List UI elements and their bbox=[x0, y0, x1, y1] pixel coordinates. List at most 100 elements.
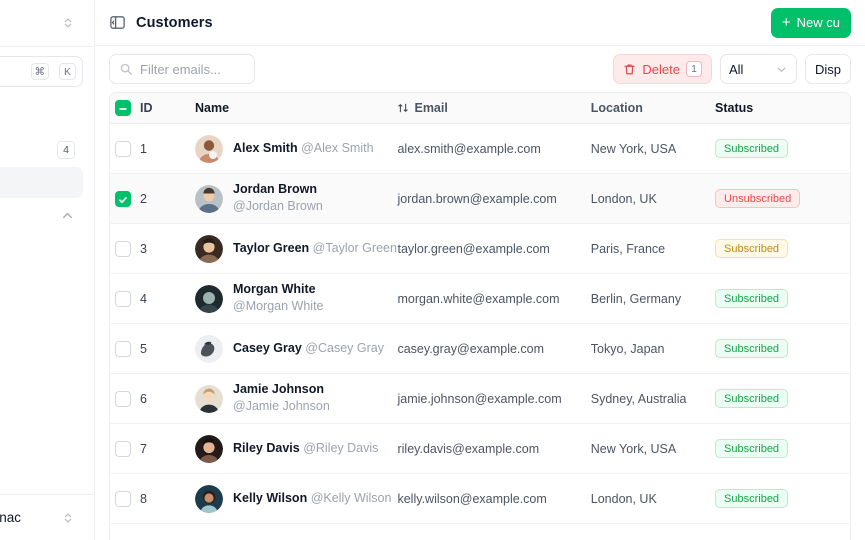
cell-location: Berlin, Germany bbox=[590, 291, 682, 306]
cell-location: New York, USA bbox=[590, 141, 677, 156]
table-row-partial[interactable] bbox=[109, 524, 851, 540]
panel-left-icon[interactable] bbox=[109, 14, 126, 31]
column-header-id[interactable]: ID bbox=[140, 101, 153, 115]
column-header-status[interactable]: Status bbox=[715, 101, 754, 115]
sidebar-spacer bbox=[0, 349, 83, 426]
select-all-checkbox[interactable] bbox=[115, 100, 131, 116]
cell-handle-label: @Alex Smith bbox=[301, 141, 374, 156]
table-row[interactable]: 8 Kelly Wilson @Kelly Wilson kelly.wilso… bbox=[109, 474, 851, 524]
cell-name: Jamie Johnson @Jamie Johnson bbox=[195, 382, 397, 415]
sidebar-subitem-security[interactable]: Security bbox=[0, 320, 83, 349]
status-badge: Subscribed bbox=[715, 339, 789, 358]
table-header-row: ID Name Email Location Status bbox=[109, 92, 851, 124]
display-button[interactable]: Disp bbox=[804, 54, 851, 84]
row-checkbox[interactable] bbox=[115, 190, 131, 207]
table-row[interactable]: 4 Morgan White @Morgan White morgan.whit… bbox=[109, 274, 851, 324]
table-row[interactable]: 3 Taylor Green @Taylor Green taylor.gree… bbox=[109, 224, 851, 274]
cell-name: Morgan White @Morgan White bbox=[195, 282, 397, 315]
new-customer-button[interactable]: + New cu bbox=[770, 7, 851, 38]
cell-status: Subscribed bbox=[715, 489, 850, 508]
row-checkbox-cell bbox=[110, 190, 140, 207]
cell-handle-label: @Jamie Johnson bbox=[233, 398, 330, 413]
row-checkbox[interactable] bbox=[115, 390, 131, 407]
cell-handle-label: @Riley Davis bbox=[303, 441, 379, 456]
sidebar-search-placeholder: Search... bbox=[0, 64, 24, 79]
name-block: Riley Davis @Riley Davis bbox=[233, 440, 378, 457]
team-switcher[interactable]: Nuxt bbox=[0, 0, 83, 46]
search-icon bbox=[119, 62, 133, 76]
avatar bbox=[195, 484, 223, 513]
cell-email: morgan.white@example.com bbox=[397, 291, 560, 306]
sidebar-subitem-general[interactable]: General bbox=[0, 233, 83, 262]
new-customer-label: New cu bbox=[796, 15, 840, 30]
cell-name-label: Casey Gray bbox=[233, 341, 302, 356]
cell-name: Jordan Brown @Jordan Brown bbox=[195, 182, 397, 215]
table-row[interactable]: 1 Alex Smith @Alex Smith alex.smith@exam… bbox=[109, 124, 851, 174]
row-checkbox[interactable] bbox=[115, 340, 131, 357]
chevron-up-icon bbox=[60, 208, 75, 223]
cell-name-label: Kelly Wilson bbox=[233, 491, 308, 506]
cell-status: Subscribed bbox=[715, 239, 850, 258]
row-checkbox[interactable] bbox=[115, 490, 131, 507]
cell-email: jordan.brown@example.com bbox=[397, 191, 557, 206]
sidebar-item-feedback[interactable]: Feedback ↗ bbox=[0, 426, 83, 457]
cell-name: Taylor Green @Taylor Green bbox=[195, 234, 397, 263]
table-row[interactable]: 2 Jordan Brown @Jordan Brown jordan.brow… bbox=[109, 174, 851, 224]
avatar bbox=[195, 334, 223, 363]
cell-email: taylor.green@example.com bbox=[397, 241, 550, 256]
row-checkbox-cell bbox=[110, 240, 140, 257]
cell-id: 5 bbox=[140, 341, 147, 356]
row-checkbox-cell bbox=[110, 440, 140, 457]
sidebar-item-customers[interactable]: Customers bbox=[0, 167, 83, 198]
sidebar-item-inbox[interactable]: Inbox 4 bbox=[0, 134, 83, 165]
status-badge: Subscribed bbox=[715, 489, 789, 508]
delete-button[interactable]: Delete 1 bbox=[613, 54, 712, 84]
table-row[interactable]: 6 Jamie Johnson @Jamie Johnson jamie.joh… bbox=[109, 374, 851, 424]
table-row[interactable]: 5 Casey Gray @Casey Gray casey.gray@exam… bbox=[109, 324, 851, 374]
avatar bbox=[195, 184, 223, 213]
sidebar-item-settings-label: Settings bbox=[0, 208, 52, 223]
column-header-email[interactable]: Email bbox=[397, 101, 590, 115]
row-checkbox[interactable] bbox=[115, 290, 131, 307]
column-header-name[interactable]: Name bbox=[195, 101, 230, 115]
sidebar-search[interactable]: Search... ⌘ K bbox=[0, 56, 83, 87]
sidebar-subitem-notifications[interactable]: Notifications bbox=[0, 291, 83, 320]
row-checkbox[interactable] bbox=[115, 140, 131, 157]
sidebar-item-customers-label: Customers bbox=[0, 175, 75, 190]
cell-status: Unsubscribed bbox=[715, 189, 850, 208]
cell-name-label: Jordan Brown bbox=[233, 182, 318, 197]
sidebar-item-help-support[interactable]: Help & Support ↗ bbox=[0, 457, 83, 488]
status-badge: Subscribed bbox=[715, 389, 789, 408]
cell-email: casey.gray@example.com bbox=[397, 341, 545, 356]
cell-id: 8 bbox=[140, 491, 147, 506]
user-menu[interactable]: Benjamin Canac bbox=[0, 494, 94, 540]
avatar bbox=[195, 434, 223, 463]
row-checkbox-cell bbox=[110, 140, 140, 157]
chevron-up-down-icon bbox=[61, 16, 75, 30]
column-header-location[interactable]: Location bbox=[590, 101, 643, 115]
row-checkbox[interactable] bbox=[115, 240, 131, 257]
cell-handle-label: @Casey Gray bbox=[305, 341, 384, 356]
sidebar-item-home[interactable]: Home bbox=[0, 101, 83, 132]
chevron-down-icon bbox=[775, 63, 788, 76]
table-row[interactable]: 7 Riley Davis @Riley Davis riley.davis@e… bbox=[109, 424, 851, 474]
cell-status: Subscribed bbox=[715, 289, 850, 308]
delete-label: Delete bbox=[642, 61, 680, 77]
cell-status: Subscribed bbox=[715, 389, 850, 408]
cell-email: alex.smith@example.com bbox=[397, 141, 541, 156]
filter-emails-input[interactable]: Filter emails... bbox=[109, 54, 255, 84]
cell-location: London, UK bbox=[590, 491, 657, 506]
cell-email: riley.davis@example.com bbox=[397, 441, 540, 456]
sidebar-item-settings[interactable]: Settings bbox=[0, 200, 83, 231]
row-checkbox[interactable] bbox=[115, 440, 131, 457]
status-badge: Subscribed bbox=[715, 289, 789, 308]
trash-icon bbox=[623, 63, 636, 76]
name-block: Jordan Brown @Jordan Brown bbox=[233, 182, 397, 215]
avatar bbox=[195, 134, 223, 163]
sidebar-subitem-members[interactable]: Members bbox=[0, 262, 83, 291]
status-filter-select[interactable]: All bbox=[719, 54, 797, 84]
minus-icon bbox=[118, 103, 128, 113]
user-name: Benjamin Canac bbox=[0, 510, 22, 525]
page-title: Customers bbox=[136, 14, 213, 31]
